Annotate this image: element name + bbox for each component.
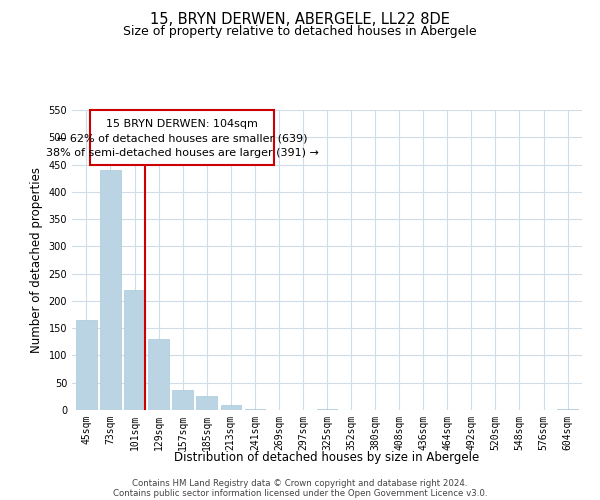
Bar	[221, 405, 241, 410]
Text: Contains public sector information licensed under the Open Government Licence v3: Contains public sector information licen…	[113, 490, 487, 498]
Bar	[172, 390, 193, 410]
Bar	[196, 396, 217, 410]
Text: 15, BRYN DERWEN, ABERGELE, LL22 8DE: 15, BRYN DERWEN, ABERGELE, LL22 8DE	[150, 12, 450, 28]
Text: Contains HM Land Registry data © Crown copyright and database right 2024.: Contains HM Land Registry data © Crown c…	[132, 480, 468, 488]
Text: 15 BRYN DERWEN: 104sqm: 15 BRYN DERWEN: 104sqm	[106, 118, 258, 128]
Bar	[124, 290, 145, 410]
Text: 38% of semi-detached houses are larger (391) →: 38% of semi-detached houses are larger (…	[46, 148, 319, 158]
Bar	[100, 170, 121, 410]
Y-axis label: Number of detached properties: Number of detached properties	[30, 167, 43, 353]
Bar	[557, 409, 578, 410]
Text: Size of property relative to detached houses in Abergele: Size of property relative to detached ho…	[123, 25, 477, 38]
Text: Distribution of detached houses by size in Abergele: Distribution of detached houses by size …	[175, 451, 479, 464]
Bar	[76, 320, 97, 410]
Text: ← 62% of detached houses are smaller (639): ← 62% of detached houses are smaller (63…	[57, 134, 307, 143]
Bar	[90, 110, 274, 164]
Bar	[148, 339, 169, 410]
